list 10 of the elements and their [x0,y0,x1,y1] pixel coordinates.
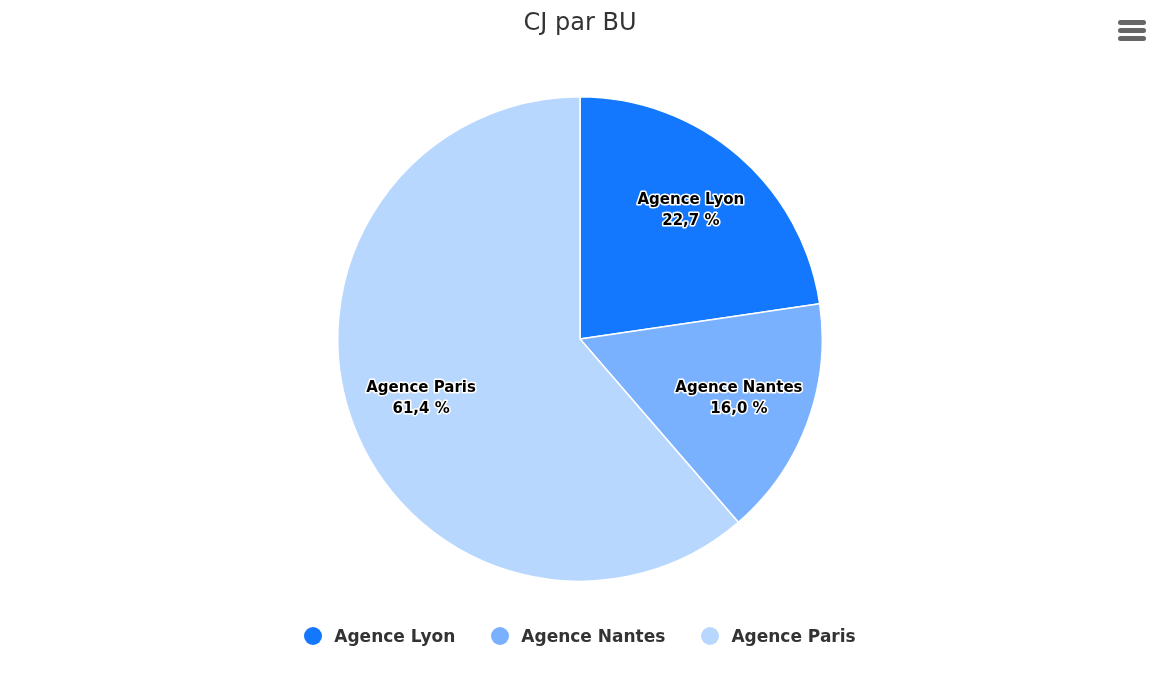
slice-label: Agence Nantes [675,377,803,396]
legend-label: Agence Paris [731,626,856,646]
chart-title: CJ par BU [522,8,638,36]
slice-label: Agence Lyon [637,190,745,209]
data-label: 16,0 % [710,398,768,417]
legend-label: Agence Lyon [334,626,456,646]
data-label: 22,7 % [662,211,720,230]
legend-label: Agence Nantes [521,626,666,646]
slice-label: Agence Paris [366,377,476,396]
data-label: 61,4 % [392,398,450,417]
